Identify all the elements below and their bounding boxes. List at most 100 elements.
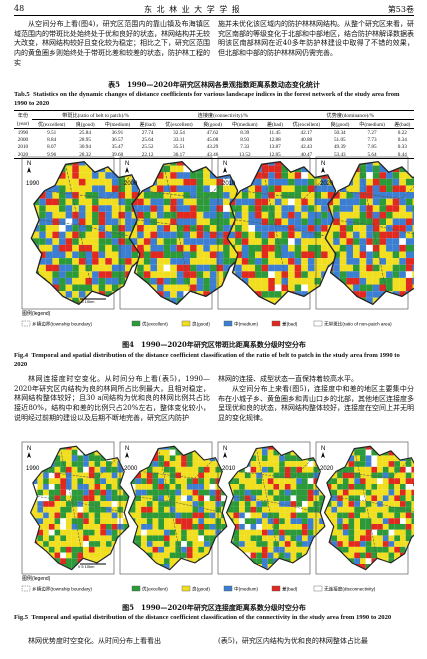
map-cell	[66, 558, 72, 564]
map-cell	[405, 297, 413, 305]
map-cell	[170, 244, 177, 252]
map-cell	[243, 172, 250, 179]
map-cell	[32, 304, 40, 305]
map-cell	[250, 529, 257, 536]
table-cell: 连接度(connectivity)/%	[159, 111, 287, 121]
map-cell	[296, 501, 302, 507]
map-cell	[31, 271, 33, 278]
map-cell	[85, 258, 93, 265]
map-cell	[65, 284, 73, 292]
map-cell	[157, 244, 164, 252]
north-arrow: N	[27, 161, 31, 167]
map-cell	[59, 225, 66, 232]
map-cell	[235, 238, 242, 245]
map-cell	[405, 238, 413, 245]
map-cell	[359, 251, 367, 259]
map-cell	[294, 258, 302, 265]
map-cell	[128, 558, 130, 564]
map-cell	[66, 570, 72, 576]
figure-caption: 图5 1990—2020年研究区连接度距离系数分级时空分布	[122, 603, 306, 612]
map-cell	[30, 489, 32, 496]
map-cell	[183, 172, 191, 179]
map-cell	[365, 541, 372, 547]
township-boundary	[39, 164, 140, 292]
label: Tab.5	[14, 91, 30, 98]
map-cell	[198, 446, 204, 450]
map-cell	[77, 449, 84, 456]
map-cell	[71, 529, 78, 536]
map-cell	[190, 172, 197, 179]
map-cell	[32, 161, 40, 166]
map-cell	[65, 211, 73, 219]
map-cell	[48, 546, 55, 553]
map-cell	[209, 506, 216, 513]
map-cell	[54, 484, 61, 490]
map-cell	[158, 558, 164, 564]
map-cell	[128, 552, 129, 559]
map-cell	[255, 277, 262, 285]
map-cell	[321, 211, 328, 219]
map-cell	[146, 455, 153, 462]
map-cell	[382, 466, 389, 473]
map-cell	[294, 304, 302, 305]
map-cell	[411, 472, 414, 479]
map-cell	[386, 172, 393, 179]
map-cell	[412, 284, 414, 292]
map-cell	[31, 455, 38, 462]
map-cell	[66, 512, 72, 519]
map-cell	[163, 244, 171, 252]
map-cell	[235, 271, 242, 278]
map-cell	[209, 271, 217, 278]
map-cell	[339, 251, 347, 259]
map-cell	[386, 304, 393, 305]
map-cell	[392, 238, 400, 245]
map-cell	[372, 185, 380, 193]
map-cell	[241, 198, 249, 206]
map-cell	[365, 446, 372, 450]
map-cell	[290, 558, 297, 564]
map-cell	[118, 264, 126, 272]
map-cell	[377, 570, 383, 576]
map-cell	[399, 251, 406, 259]
map-cell	[143, 172, 151, 179]
map-cell	[339, 271, 347, 278]
map-cell	[244, 512, 251, 519]
map-cell	[125, 264, 132, 272]
map-cell	[337, 524, 343, 530]
map-cell	[48, 472, 55, 479]
map-cell	[228, 297, 236, 305]
map-cell	[37, 489, 44, 496]
map-cell	[183, 211, 191, 219]
map-cell	[281, 172, 289, 179]
map-cell	[256, 472, 262, 479]
map-cell	[348, 446, 355, 450]
map-cell	[229, 185, 237, 193]
map-cell	[181, 466, 187, 473]
map-cell	[72, 165, 79, 173]
map-cell	[77, 489, 84, 496]
map-cell	[72, 284, 79, 292]
map-cell	[256, 570, 262, 576]
map-cell	[163, 185, 171, 193]
map-cell	[296, 495, 302, 502]
map-cell	[229, 297, 237, 305]
map-cell	[244, 564, 251, 570]
map-cell	[290, 535, 297, 542]
map-cell	[268, 277, 275, 285]
map-cell	[125, 238, 132, 245]
map-cell	[85, 165, 93, 173]
paragraph: 从空间分布上来看(图5)，连接度中和差的地区主要集中分布在小城子乡、黄鱼圈乡和青…	[218, 385, 414, 423]
map-cell	[141, 446, 147, 450]
map-cell	[290, 449, 297, 456]
map-cell	[209, 205, 217, 212]
map-cell	[37, 564, 44, 570]
map-cell	[388, 484, 395, 490]
map-cell	[100, 541, 106, 547]
map-cell	[239, 541, 245, 547]
map-cell	[382, 484, 389, 490]
map-outline	[226, 160, 342, 306]
map-cell	[261, 291, 269, 298]
map-cell	[321, 244, 328, 252]
north-arrow: N	[125, 446, 129, 452]
map-cell	[227, 297, 229, 305]
